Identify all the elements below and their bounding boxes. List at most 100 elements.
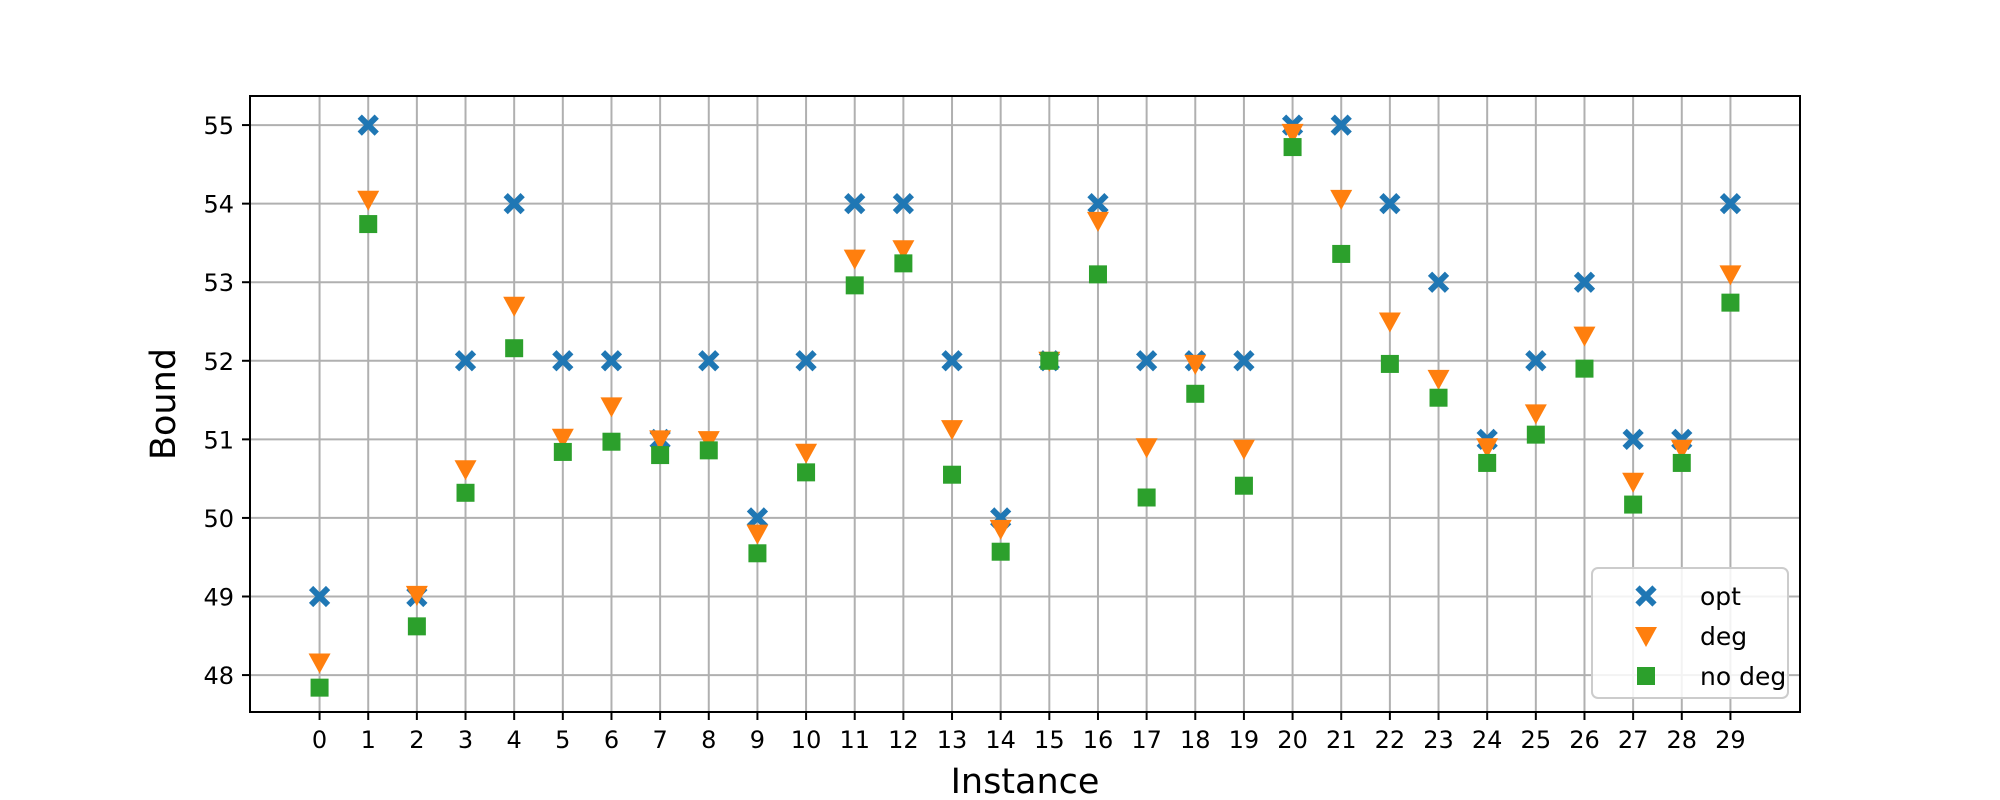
point-no-deg [1575,359,1594,378]
y-tick-label: 55 [203,112,234,140]
point-deg [1622,472,1645,493]
x-tick-label: 11 [839,726,870,754]
point-no-deg [699,441,718,460]
x-axis-label: Instance [951,762,1100,800]
point-no-deg [1624,495,1643,514]
point-deg [1573,326,1596,347]
data-markers [308,114,1742,697]
point-deg [551,428,574,449]
point-deg [795,443,818,464]
x-tick-label: 16 [1083,726,1114,754]
point-opt [1136,350,1158,372]
legend-item: opt [1635,582,1741,611]
x-axis-ticks: 0 1 2 3 4 5 6 7 8 9 10 11 12 13 14 15 16 17 18 19 20 21 22 23 24… [312,712,1746,754]
point-deg [1670,439,1693,460]
point-opt [892,193,914,215]
x-tick-label: 6 [604,726,619,754]
point-opt [698,350,720,372]
point-opt [1233,350,1255,372]
point-deg [649,430,672,451]
legend-item: deg [1635,622,1747,651]
point-deg [746,524,769,545]
point-no-deg [407,617,426,636]
point-opt [600,350,623,372]
point-deg [1378,312,1401,333]
series-no-deg [310,138,1740,697]
point-deg [454,460,477,481]
point-no-deg [894,254,913,273]
grid-lines [250,96,1800,712]
point-deg [892,240,915,261]
point-no-deg [1526,425,1545,444]
point-deg [1135,438,1158,459]
point-no-deg [1186,384,1205,403]
point-deg [843,249,866,270]
x-tick-label: 3 [458,726,473,754]
x-tick-label: 27 [1618,726,1649,754]
x-tick-label: 7 [652,726,667,754]
point-deg [1476,438,1499,459]
point-opt [1719,193,1742,215]
x-tick-label: 0 [312,726,327,754]
point-no-deg [310,678,329,697]
x-tick-label: 13 [937,726,968,754]
x-tick-label: 5 [555,726,570,754]
point-no-deg [456,483,475,502]
x-tick-label: 28 [1667,726,1698,754]
point-opt [503,193,525,215]
point-opt [1573,271,1596,293]
legend-marker-opt [1635,585,1657,607]
point-opt [941,350,963,372]
point-no-deg [1137,488,1156,507]
legend-label: opt [1700,582,1741,611]
point-no-deg [1478,453,1497,472]
point-no-deg [1429,388,1448,407]
x-tick-label: 8 [701,726,716,754]
point-no-deg [359,215,378,234]
x-tick-label: 21 [1326,726,1357,754]
point-no-deg [651,446,670,465]
legend-item: no deg [1637,662,1786,691]
point-opt [1087,193,1109,215]
point-no-deg [1332,244,1351,263]
x-tick-label: 1 [361,726,376,754]
x-tick-label: 26 [1569,726,1600,754]
x-tick-label: 4 [507,726,522,754]
point-opt [357,114,379,136]
point-deg [1232,439,1255,460]
point-opt [844,193,866,215]
point-no-deg [1672,453,1691,472]
x-tick-label: 20 [1277,726,1308,754]
x-tick-label: 25 [1521,726,1552,754]
point-deg [357,190,380,211]
y-tick-label: 50 [203,505,234,533]
y-tick-label: 51 [203,426,234,454]
point-opt [1427,271,1450,293]
point-deg [989,519,1012,540]
x-tick-label: 29 [1715,726,1746,754]
point-no-deg [1283,138,1302,157]
point-no-deg [505,339,524,358]
point-no-deg [1040,351,1059,370]
point-opt [454,350,477,372]
point-deg [1427,369,1450,390]
x-tick-label: 23 [1423,726,1454,754]
point-deg [405,585,428,606]
y-tick-label: 53 [203,269,234,297]
plot-frame [249,95,1801,713]
point-deg [1524,404,1547,425]
point-opt [308,585,331,608]
point-no-deg [991,542,1010,561]
point-deg [600,397,623,418]
point-no-deg [1380,354,1399,373]
point-deg [308,653,331,674]
point-deg [1184,354,1207,375]
point-deg [503,296,526,317]
legend-marker-no-deg [1637,667,1655,685]
point-no-deg [943,465,962,484]
point-no-deg [553,442,572,461]
point-no-deg [1234,476,1253,495]
series-deg [308,123,1742,674]
point-deg [1719,265,1742,286]
